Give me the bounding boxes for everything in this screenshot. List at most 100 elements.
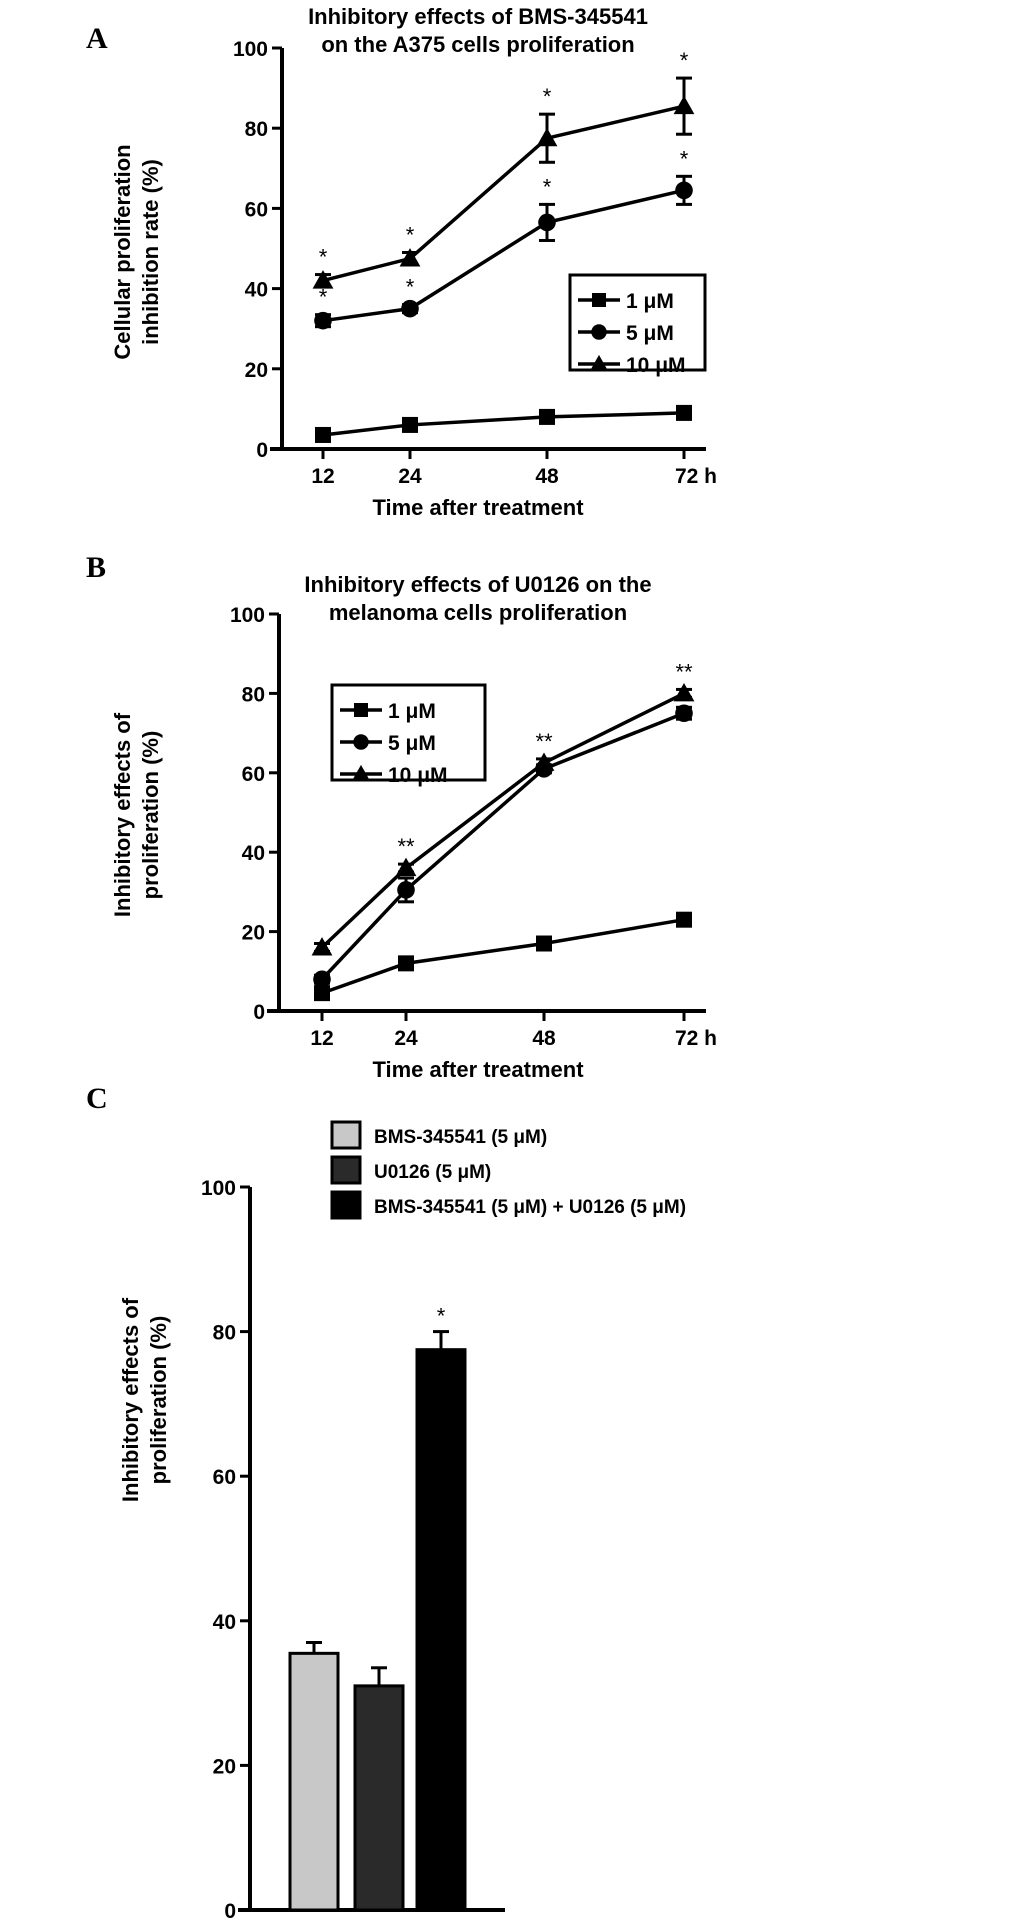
panel-letter-b: B	[86, 551, 106, 584]
y-tick-label: 80	[242, 683, 265, 706]
legend-box	[330, 683, 487, 782]
x-tick-label: 48	[532, 1027, 556, 1050]
y-tick-label: 100	[233, 38, 268, 61]
bar	[353, 1684, 405, 1912]
panel-letter-a: A	[86, 22, 108, 55]
y-tick-label: 80	[213, 1322, 236, 1345]
y-tick-label: 40	[242, 842, 265, 865]
legend-label: 1 μM	[388, 700, 436, 723]
significance-star: *	[406, 223, 415, 248]
y-axis-label: proliferation (%)	[146, 1316, 171, 1485]
series-line	[322, 411, 685, 437]
legend-swatch	[330, 1120, 362, 1150]
chart-title: Inhibitory effects of BMS-345541	[308, 4, 648, 29]
data-point-triangle	[673, 95, 695, 115]
data-point-square	[314, 985, 330, 1002]
data-point-triangle	[673, 683, 695, 702]
chart-title: melanoma cells proliferation	[329, 600, 627, 625]
legend-marker-square	[354, 703, 368, 717]
panel-letter-c: C	[86, 1082, 108, 1115]
y-tick-label: 40	[245, 279, 268, 302]
x-axis-label: Time after treatment	[372, 1057, 584, 1082]
data-point-square	[398, 955, 414, 972]
y-tick-label: 0	[256, 439, 268, 462]
y-tick-label: 0	[224, 1900, 236, 1923]
legend-box	[568, 273, 707, 372]
x-tick-label: 12	[310, 1027, 333, 1050]
significance-star: *	[406, 275, 415, 300]
data-point-triangle	[395, 857, 417, 877]
series-line	[321, 917, 685, 995]
y-tick-label: 20	[213, 1755, 236, 1778]
legend-marker-square	[592, 293, 606, 307]
x-tick-label: 72 h	[675, 465, 717, 488]
bar	[415, 1348, 467, 1912]
data-point-circle	[397, 881, 415, 899]
series-line	[320, 691, 685, 949]
significance-star: *	[319, 245, 328, 270]
legend-label: BMS-345541 (5 μM) + U0126 (5 μM)	[374, 1197, 686, 1218]
x-tick-label: 24	[394, 1027, 418, 1050]
series-line	[320, 711, 685, 981]
series-line	[322, 188, 685, 323]
legend-marker-triangle	[351, 764, 371, 781]
y-tick-label: 20	[242, 922, 265, 945]
chart-title: on the A375 cells proliferation	[321, 32, 634, 57]
x-tick-label: 24	[398, 465, 422, 488]
chart-c: Inhibitory effects of proliferation (%) 0 2…	[118, 1120, 686, 1923]
legend-label: 1 μM	[626, 290, 674, 313]
significance-star: *	[680, 48, 689, 73]
data-point-circle	[675, 704, 693, 723]
data-point-triangle	[311, 937, 333, 956]
significance-star: *	[680, 146, 689, 171]
series-line	[322, 104, 685, 283]
y-tick-label: 60	[245, 198, 268, 221]
y-tick-label: 0	[253, 1001, 265, 1024]
legend-label: 10 μM	[388, 764, 448, 787]
data-point-circle	[314, 311, 332, 330]
y-axis-label: Inhibitory effects of	[110, 712, 135, 917]
y-tick-label: 100	[230, 604, 265, 627]
y-tick-label: 100	[201, 1177, 236, 1200]
data-point-circle	[538, 213, 556, 232]
chart-b: Inhibitory effects of U0126 on the melano…	[110, 572, 717, 1082]
y-tick-label: 20	[245, 359, 268, 382]
y-axis-label: Cellular proliferation	[110, 144, 135, 359]
x-tick-label: 72 h	[675, 1027, 717, 1050]
significance-star: **	[535, 729, 553, 754]
data-point-square	[676, 911, 692, 928]
data-point-square	[402, 416, 418, 433]
significance-star: *	[543, 84, 552, 109]
significance-star: *	[543, 174, 552, 199]
legend-marker-circle	[591, 324, 607, 340]
data-point-triangle	[536, 127, 558, 147]
legend-label: U0126 (5 μM)	[374, 1162, 491, 1183]
legend-swatch	[330, 1190, 362, 1220]
chart-a: Inhibitory effects of BMS-345541 on the A…	[110, 4, 717, 520]
legend-label: 5 μM	[626, 322, 674, 345]
data-point-circle	[675, 181, 693, 200]
data-point-square	[539, 408, 555, 425]
y-tick-label: 40	[213, 1611, 236, 1634]
x-tick-label: 12	[311, 465, 334, 488]
significance-star: **	[675, 659, 693, 684]
significance-star: *	[437, 1304, 446, 1329]
y-tick-label: 60	[213, 1466, 236, 1489]
chart-title: Inhibitory effects of U0126 on the	[304, 572, 651, 597]
legend-label: 10 μM	[626, 354, 686, 377]
legend-swatch	[330, 1155, 362, 1185]
y-tick-label: 80	[245, 118, 268, 141]
data-point-triangle	[312, 270, 334, 289]
data-point-square	[315, 426, 331, 443]
data-point-square	[536, 935, 552, 952]
legend-label: BMS-345541 (5 μM)	[374, 1127, 547, 1148]
y-tick-label: 60	[242, 763, 265, 786]
data-point-circle	[401, 299, 419, 318]
x-tick-label: 48	[535, 465, 559, 488]
legend-marker-circle	[353, 734, 369, 750]
bar	[288, 1651, 340, 1912]
legend-label: 5 μM	[388, 732, 436, 755]
data-point-triangle	[533, 752, 555, 771]
data-point-square	[676, 404, 692, 421]
